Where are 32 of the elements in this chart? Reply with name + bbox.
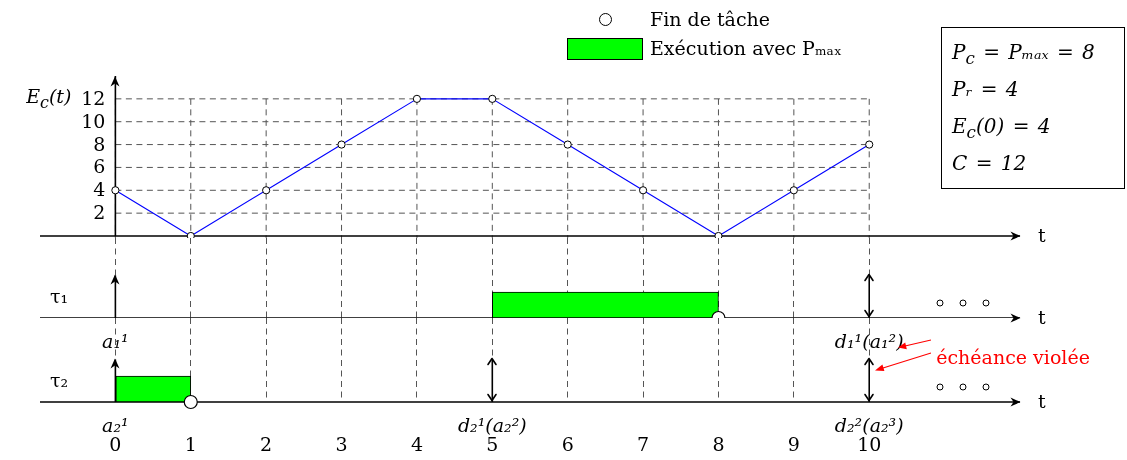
y-tick-label: 2: [93, 201, 106, 224]
x-tick-label: 7: [637, 432, 650, 455]
annotation: C = 12: [952, 150, 1028, 177]
y-tick-label: τ₁: [50, 284, 69, 307]
annotation: E$_{c}$(0) = 4: [952, 113, 1052, 144]
x-tick-label: 1: [184, 432, 197, 455]
y-tick-label: 12: [81, 86, 106, 109]
y-tick-label: 10: [81, 109, 106, 132]
x-tick-label: 2: [260, 432, 273, 455]
y-tick-label: τ₂: [50, 368, 69, 391]
annotation: échéance violée: [936, 345, 1090, 368]
x-tick-label: 3: [335, 432, 348, 455]
legend-label: Exécution avec Pₘₐₓ: [650, 37, 842, 59]
ref-line-label: a₁¹: [101, 329, 130, 352]
x-tick-label: 8: [712, 432, 725, 455]
ref-line-label: d₂¹(a₂²): [456, 413, 528, 436]
y-tick-label: 8: [93, 132, 106, 155]
ref-line-label: a₂¹: [101, 413, 130, 436]
x-axis-title: t: [1038, 389, 1046, 412]
legend-label: Fin de tâche: [650, 8, 771, 30]
x-axis-title: t: [1038, 223, 1046, 246]
ref-line-label: d₁¹(a₁²): [833, 329, 905, 352]
ref-line-label: d₂²(a₂³): [833, 413, 905, 436]
x-tick-label: 4: [410, 432, 423, 455]
x-tick-label: 6: [561, 432, 574, 455]
x-axis-title: t: [1038, 305, 1046, 328]
annotation: Pᵣ = 4: [952, 76, 1020, 103]
y-tick-label: 6: [93, 155, 106, 178]
y-axis-title: E$_{c}$(t): [26, 85, 72, 112]
y-tick-label: 4: [93, 178, 106, 201]
text-box: P$_{c}$ = Pₘₐₓ = 8 Pᵣ = 4 E$_{c}$(0) = 4 C = 12: [941, 27, 1125, 189]
x-tick-label: 9: [787, 432, 800, 455]
